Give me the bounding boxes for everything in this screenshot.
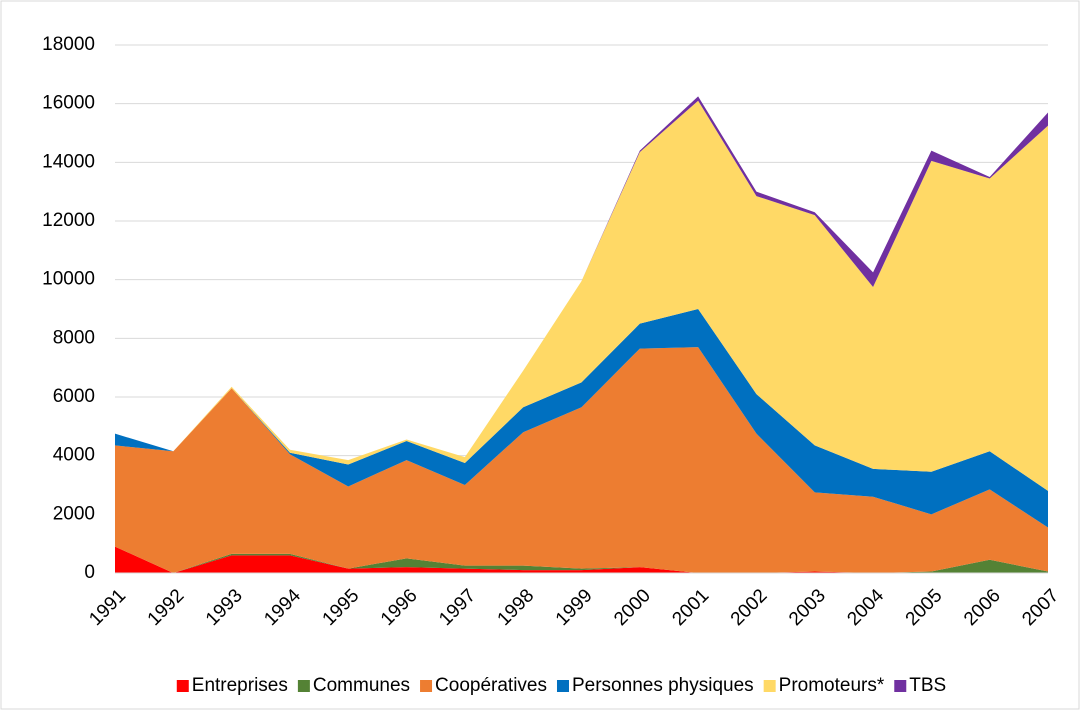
legend: Entreprises Communes Coopératives Personnes… <box>176 675 946 696</box>
y-tick-label: 12000 <box>42 210 95 231</box>
legend-label: Promoteurs* <box>779 675 885 696</box>
y-tick-label: 8000 <box>53 327 95 348</box>
area <box>115 546 1048 573</box>
legend-label: Personnes physiques <box>572 675 754 696</box>
legend-swatch <box>894 680 907 692</box>
legend-swatch <box>176 680 189 692</box>
y-tick-label: 18000 <box>42 34 95 55</box>
legend-label: Coopératives <box>435 675 547 696</box>
y-tick-label: 4000 <box>53 445 95 466</box>
y-tick-label: 6000 <box>53 386 95 407</box>
legend-swatch <box>556 680 569 692</box>
y-tick-label: 0 <box>84 562 95 583</box>
legend-swatch <box>420 680 433 692</box>
legend-label: Communes <box>313 675 410 696</box>
area <box>115 309 1048 528</box>
area <box>115 100 1048 491</box>
legend-label: Entreprises <box>192 675 288 696</box>
legend-label: TBS <box>909 675 946 696</box>
y-tick-label: 16000 <box>42 93 95 114</box>
legend-swatch <box>297 680 310 692</box>
y-tick-label: 14000 <box>42 151 95 172</box>
y-tick-label: 10000 <box>42 269 95 290</box>
legend-swatch <box>763 680 776 692</box>
y-tick-label: 2000 <box>53 503 95 524</box>
area <box>115 546 1048 573</box>
area <box>115 347 1048 573</box>
